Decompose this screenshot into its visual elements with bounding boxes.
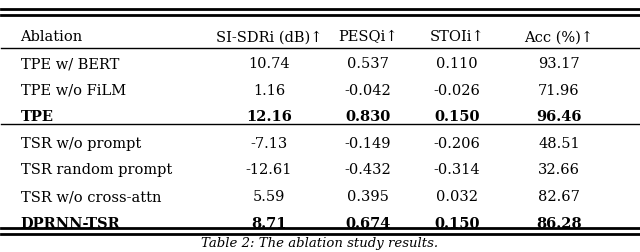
Text: -0.026: -0.026 bbox=[433, 83, 481, 97]
Text: 71.96: 71.96 bbox=[538, 83, 580, 97]
Text: 5.59: 5.59 bbox=[253, 189, 285, 203]
Text: DPRNN-TSR: DPRNN-TSR bbox=[20, 216, 120, 230]
Text: Ablation: Ablation bbox=[20, 30, 83, 44]
Text: 96.46: 96.46 bbox=[536, 110, 582, 124]
Text: -0.206: -0.206 bbox=[433, 136, 481, 150]
Text: 10.74: 10.74 bbox=[248, 57, 290, 71]
Text: 48.51: 48.51 bbox=[538, 136, 580, 150]
Text: -12.61: -12.61 bbox=[246, 163, 292, 177]
Text: 0.395: 0.395 bbox=[347, 189, 388, 203]
Text: Table 2: The ablation study results.: Table 2: The ablation study results. bbox=[202, 236, 438, 249]
Text: TPE w/ BERT: TPE w/ BERT bbox=[20, 57, 119, 71]
Text: TPE: TPE bbox=[20, 110, 54, 124]
Text: Acc (%)↑: Acc (%)↑ bbox=[524, 30, 593, 44]
Text: -0.314: -0.314 bbox=[434, 163, 480, 177]
Text: 0.830: 0.830 bbox=[345, 110, 390, 124]
Text: 0.150: 0.150 bbox=[435, 216, 480, 230]
Text: 0.032: 0.032 bbox=[436, 189, 478, 203]
Text: TPE w/o FiLM: TPE w/o FiLM bbox=[20, 83, 125, 97]
Text: 0.537: 0.537 bbox=[347, 57, 388, 71]
Text: 86.28: 86.28 bbox=[536, 216, 582, 230]
Text: 12.16: 12.16 bbox=[246, 110, 292, 124]
Text: -0.042: -0.042 bbox=[344, 83, 391, 97]
Text: -7.13: -7.13 bbox=[250, 136, 287, 150]
Text: TSR random prompt: TSR random prompt bbox=[20, 163, 172, 177]
Text: 1.16: 1.16 bbox=[253, 83, 285, 97]
Text: -0.149: -0.149 bbox=[344, 136, 391, 150]
Text: PESQi↑: PESQi↑ bbox=[338, 30, 397, 44]
Text: -0.432: -0.432 bbox=[344, 163, 391, 177]
Text: 0.674: 0.674 bbox=[345, 216, 390, 230]
Text: 8.71: 8.71 bbox=[252, 216, 287, 230]
Text: 82.67: 82.67 bbox=[538, 189, 580, 203]
Text: TSR w/o cross-attn: TSR w/o cross-attn bbox=[20, 189, 161, 203]
Text: 32.66: 32.66 bbox=[538, 163, 580, 177]
Text: SI-SDRi (dB)↑: SI-SDRi (dB)↑ bbox=[216, 30, 323, 44]
Text: 0.150: 0.150 bbox=[435, 110, 480, 124]
Text: 0.110: 0.110 bbox=[436, 57, 478, 71]
Text: STOIi↑: STOIi↑ bbox=[429, 30, 484, 44]
Text: 93.17: 93.17 bbox=[538, 57, 580, 71]
Text: TSR w/o prompt: TSR w/o prompt bbox=[20, 136, 141, 150]
